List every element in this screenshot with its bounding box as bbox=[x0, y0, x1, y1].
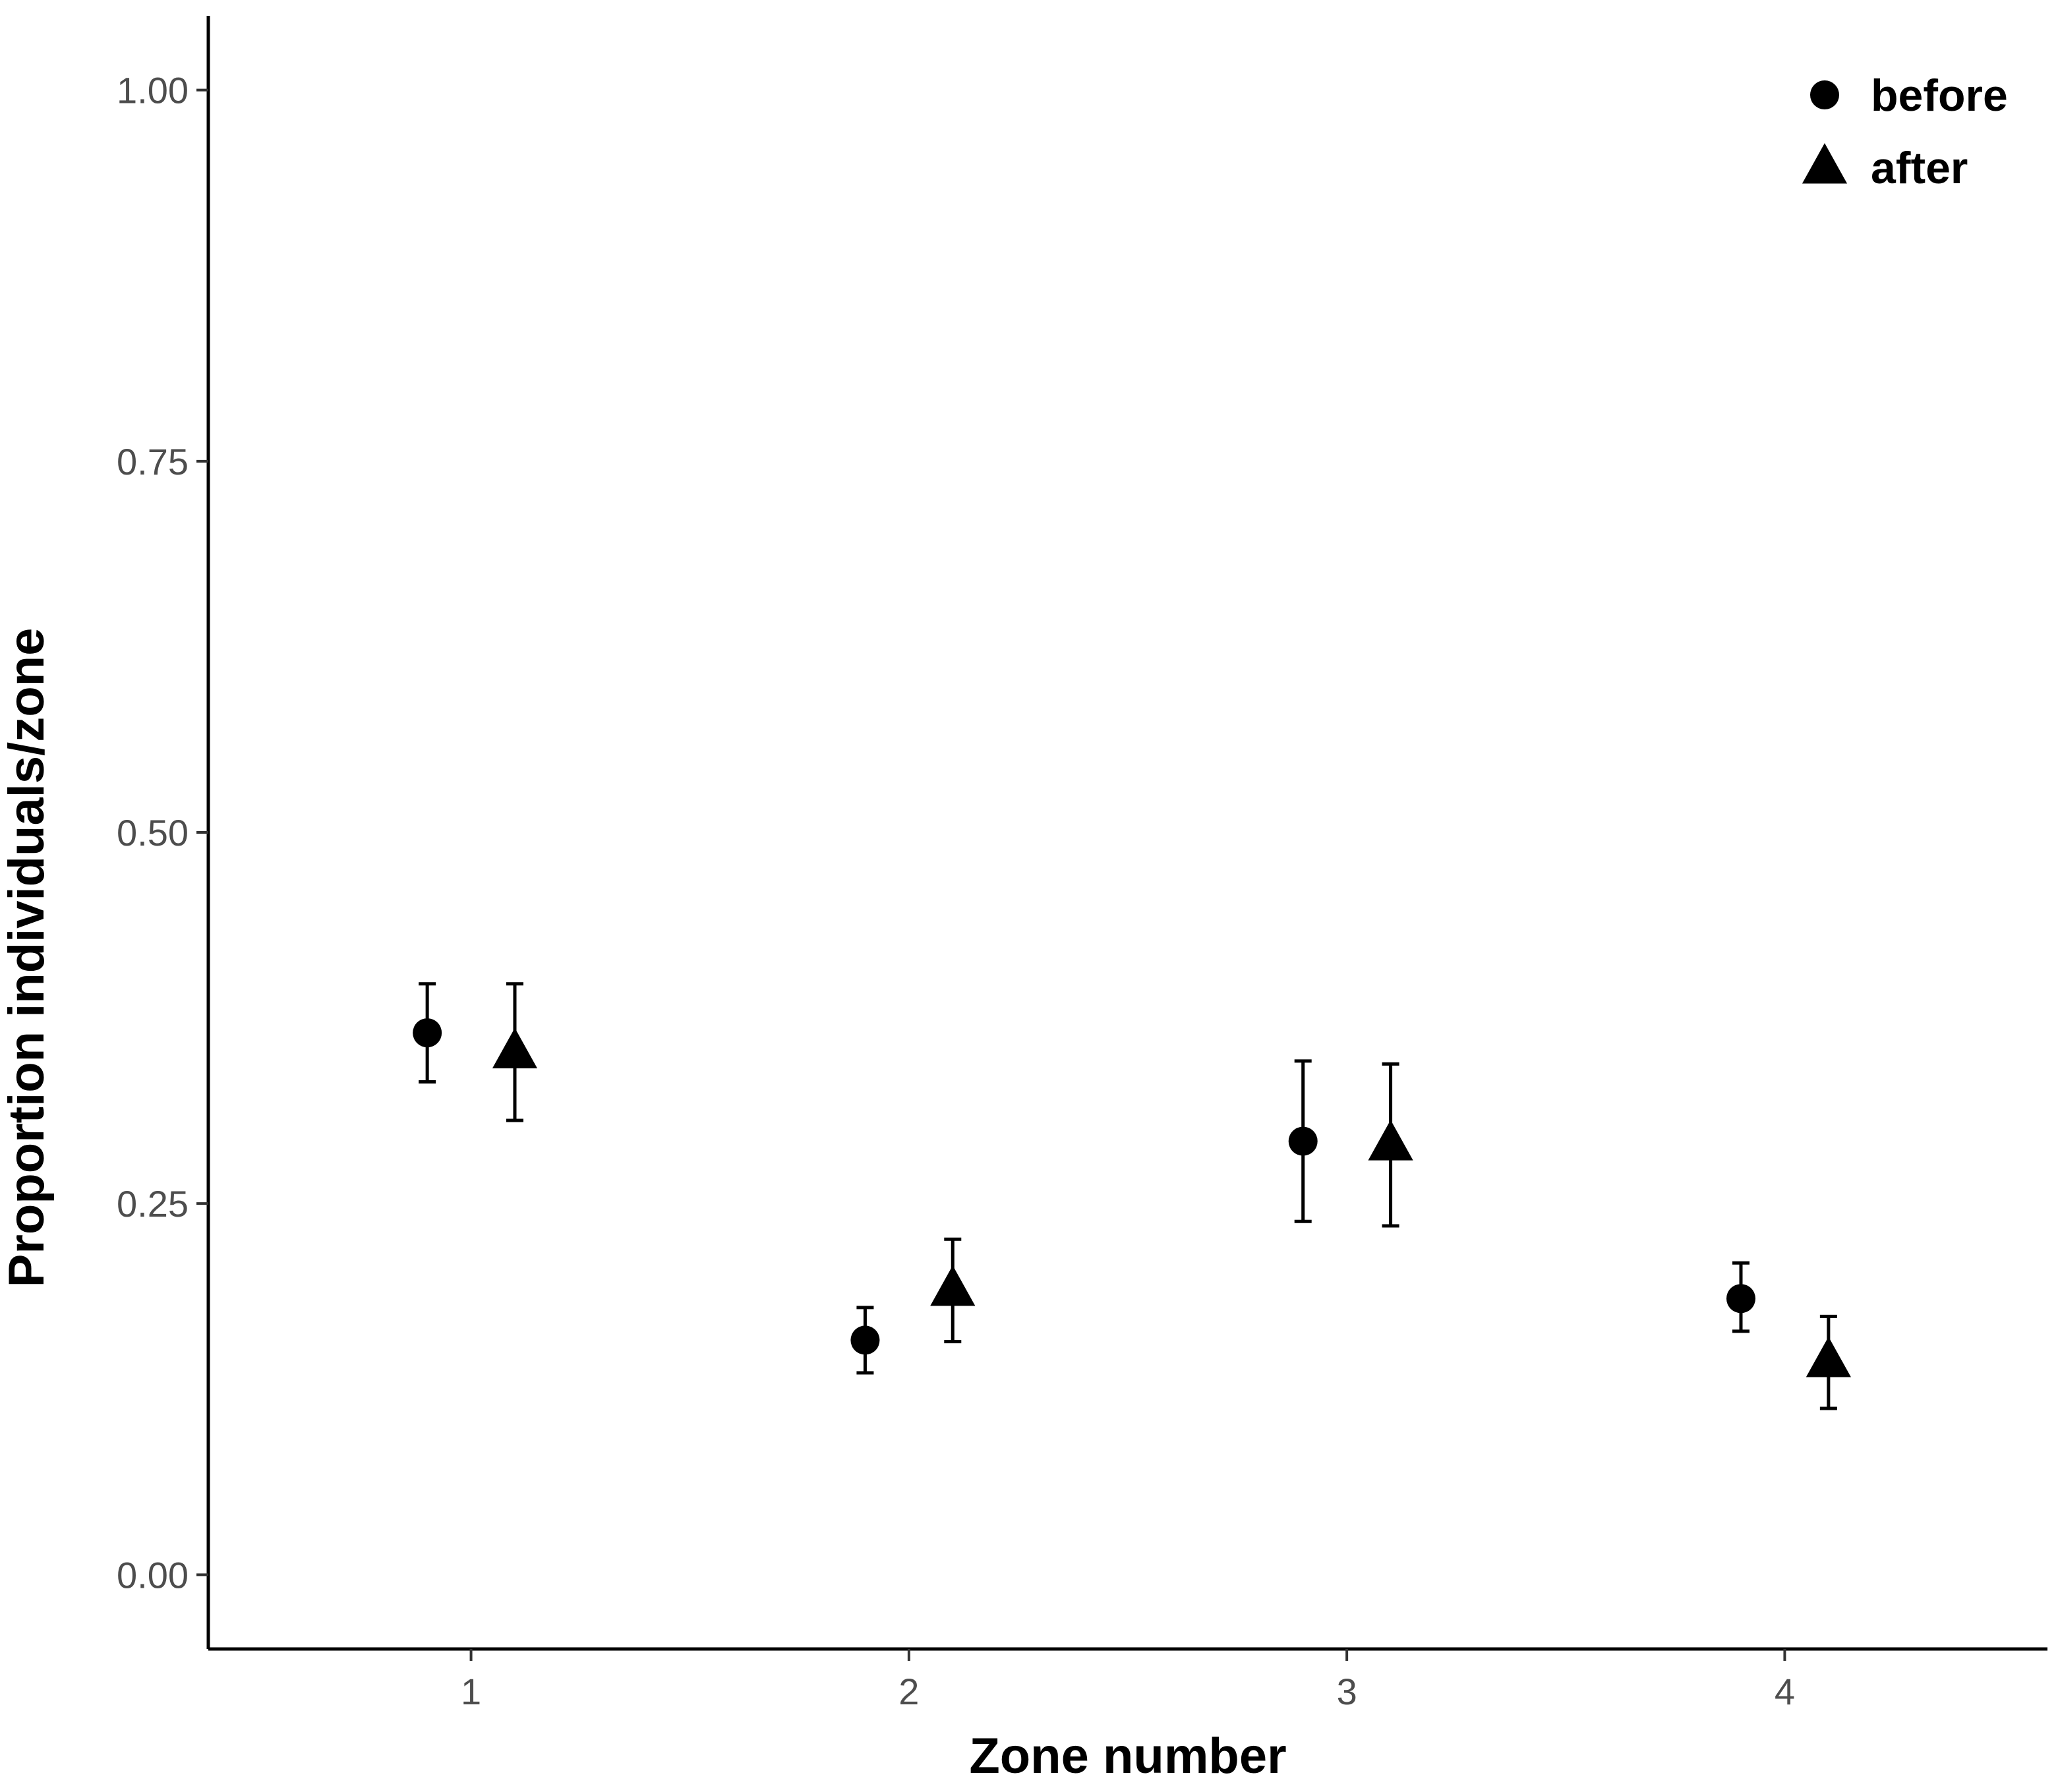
point-after bbox=[1368, 1120, 1413, 1161]
y-tick-label: 0.25 bbox=[117, 1183, 189, 1225]
y-axis-title: Proportion individuals/zone bbox=[0, 628, 55, 1288]
x-axis-ticks: 1 2 3 4 bbox=[461, 1649, 1795, 1712]
x-axis-title: Zone number bbox=[969, 1728, 1286, 1784]
y-tick-label: 1.00 bbox=[117, 70, 189, 111]
y-axis-ticks: 0.00 0.25 0.50 0.75 1.00 bbox=[117, 70, 208, 1596]
legend-item-after: after bbox=[1802, 143, 1968, 193]
axes bbox=[206, 16, 2047, 1651]
x-tick-label: 4 bbox=[1775, 1671, 1795, 1712]
x-tick-label: 3 bbox=[1337, 1671, 1357, 1712]
point-after bbox=[1806, 1337, 1851, 1377]
legend-item-before: before bbox=[1810, 71, 2008, 121]
legend-marker-before bbox=[1810, 80, 1839, 109]
point-before bbox=[1288, 1126, 1318, 1156]
legend-label-before: before bbox=[1871, 71, 2008, 121]
point-after bbox=[930, 1265, 976, 1306]
data-marks bbox=[413, 982, 1851, 1410]
legend: before after bbox=[1802, 71, 2008, 193]
point-before bbox=[1726, 1284, 1755, 1314]
x-tick-label: 1 bbox=[461, 1671, 481, 1712]
point-before bbox=[850, 1325, 880, 1355]
point-after bbox=[492, 1027, 538, 1068]
y-tick-label: 0.75 bbox=[117, 441, 189, 482]
legend-marker-after bbox=[1802, 143, 1848, 184]
x-tick-label: 2 bbox=[898, 1671, 919, 1712]
y-tick-label: 0.50 bbox=[117, 812, 189, 853]
point-before bbox=[413, 1018, 442, 1048]
y-tick-label: 0.00 bbox=[117, 1554, 189, 1596]
legend-label-after: after bbox=[1871, 143, 1968, 193]
